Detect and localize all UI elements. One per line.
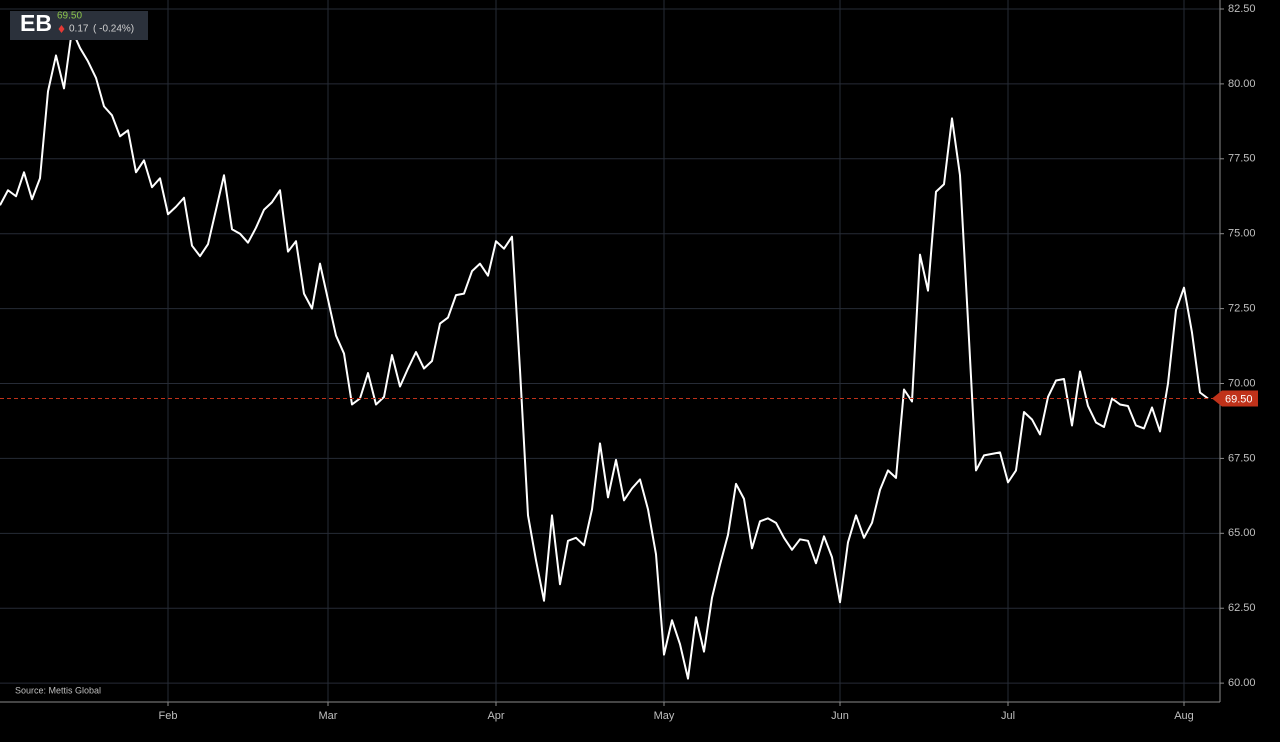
last-price-tag	[1212, 390, 1258, 407]
header-change-pct: ( -0.24%)	[93, 24, 134, 35]
y-tick-label: 60.00	[1228, 677, 1256, 689]
y-tick-label: 75.00	[1228, 228, 1256, 240]
plot	[0, 28, 1209, 680]
y-tick-label: 65.00	[1228, 527, 1256, 539]
y-tick-label: 82.50	[1228, 3, 1256, 15]
y-tick-label: 67.50	[1228, 452, 1256, 464]
source: Source: Mettis Global	[15, 685, 101, 695]
down-icon	[58, 25, 65, 33]
x-tick-label: Jul	[1001, 710, 1015, 722]
y-tick-label: 72.50	[1228, 303, 1256, 315]
y-tick-label: 70.00	[1228, 377, 1256, 389]
x-tick-label: Aug	[1174, 710, 1194, 722]
x-tick-label: Mar	[319, 710, 338, 722]
grid	[0, 0, 1220, 702]
x-tick-label: Feb	[159, 710, 178, 722]
y-tick-label: 77.50	[1228, 153, 1256, 165]
x-tick-label: Apr	[487, 710, 504, 722]
price-line	[0, 28, 1209, 680]
header-change: 0.17	[69, 24, 89, 35]
header-price: 69.50	[57, 11, 82, 22]
y-tick-label: 62.50	[1228, 602, 1256, 614]
y-tick-label: 80.00	[1228, 78, 1256, 90]
ticker: EB	[20, 10, 52, 36]
header-box	[10, 11, 148, 40]
last-price-label: 69.50	[1225, 393, 1253, 405]
x-tick-label: Jun	[831, 710, 849, 722]
x-tick-label: May	[654, 710, 675, 722]
